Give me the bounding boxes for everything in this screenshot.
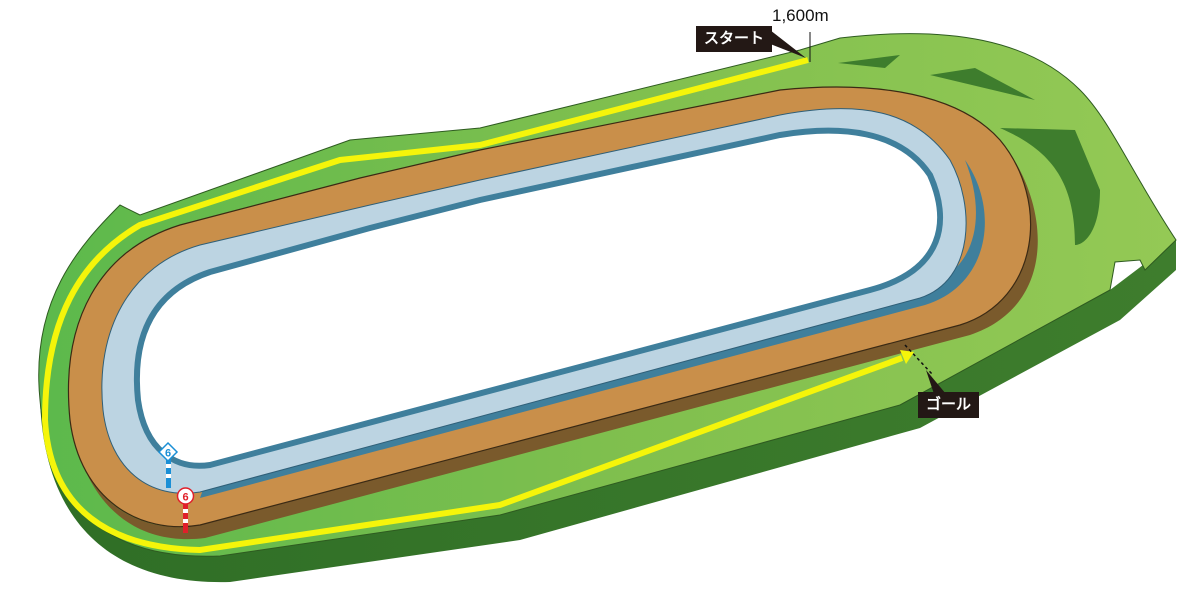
goal-arrow-icon — [900, 350, 914, 364]
infield-patch — [1000, 128, 1100, 245]
infield-patch — [930, 68, 1035, 100]
outer-furlong-marker: 6 — [176, 487, 195, 533]
course-route-line — [41, 57, 904, 554]
goal-label-pointer — [926, 370, 946, 394]
inner-furlong-marker: 6 — [157, 441, 179, 488]
infield-patch — [838, 55, 900, 68]
outer-marker-number: 6 — [182, 492, 188, 504]
start-label: スタート — [696, 26, 773, 52]
goal-line — [904, 344, 933, 375]
race-distance: 1,600m — [772, 6, 829, 25]
goal-label: ゴール — [918, 392, 980, 418]
infield — [133, 127, 943, 469]
inner-marker-number: 6 — [165, 448, 171, 460]
